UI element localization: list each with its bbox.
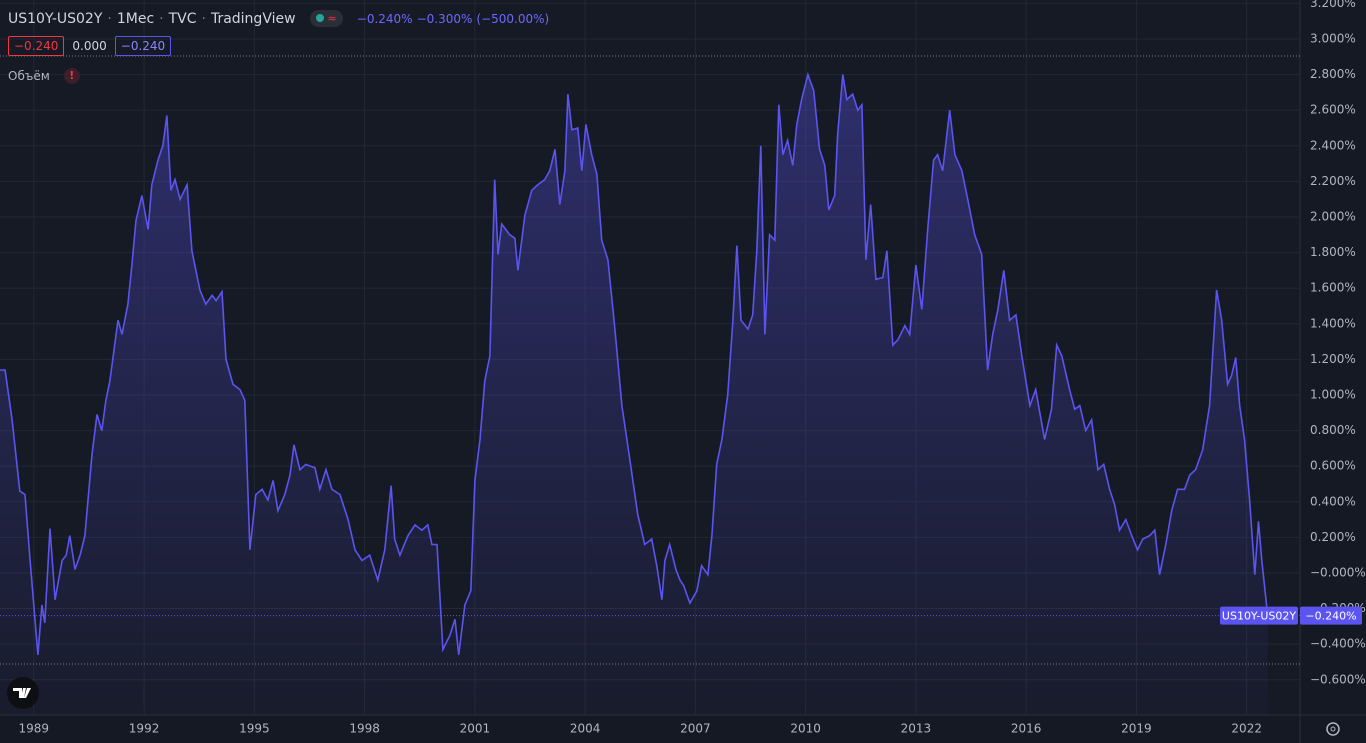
y-tick-label: −0.000% <box>1310 565 1366 579</box>
bid-badge[interactable]: −0.240 <box>8 36 65 56</box>
x-tick-label: 1989 <box>19 722 50 736</box>
y-tick-label: 1.400% <box>1310 316 1356 330</box>
publisher: TradingView <box>210 10 296 27</box>
y-tick-label: 1.600% <box>1310 281 1356 295</box>
x-tick-label: 1998 <box>349 722 380 736</box>
y-tick-label: 2.600% <box>1310 103 1356 117</box>
price-badges: −0.240 0.000 −0.240 <box>8 36 172 56</box>
change-abs: −0.300% <box>416 11 473 26</box>
last-price: −0.240% <box>1305 610 1356 623</box>
y-tick-label: 1.000% <box>1310 387 1356 401</box>
ask-badge[interactable]: −0.240 <box>114 36 172 56</box>
y-tick-label: 1.800% <box>1310 245 1356 259</box>
x-tick-label: 2004 <box>570 722 601 736</box>
last-price-badge <box>1300 606 1362 625</box>
volume-legend: Объём ! <box>8 68 80 84</box>
x-tick-label: 1992 <box>129 722 160 736</box>
series-name: US10Y-US02Y <box>1222 610 1296 623</box>
line <box>0 71 1269 655</box>
x-tick-label: 2010 <box>790 722 821 736</box>
x-tick-label: 1995 <box>239 722 270 736</box>
area-fill <box>0 74 1268 716</box>
y-tick-label: 3.000% <box>1310 31 1356 45</box>
logo <box>7 677 39 709</box>
x-tick-label: 2019 <box>1121 722 1152 736</box>
source: TVC <box>168 10 197 27</box>
legend-header: US10Y-US02Y · 1Мес · TVC · TradingView ≈ −0… <box>8 10 550 27</box>
spread-badge: 0.000 <box>72 39 107 53</box>
y-tick-label: 1.200% <box>1310 352 1356 366</box>
symbol[interactable]: US10Y-US02Y <box>8 10 103 27</box>
x-tick-label: 2022 <box>1231 722 1262 736</box>
y-tick-label: 0.200% <box>1310 530 1356 544</box>
settings-icon[interactable] <box>1326 722 1340 736</box>
series-name-badge <box>1220 606 1298 625</box>
y-tick-label: −0.600% <box>1310 672 1366 686</box>
change: −0.240% <box>356 11 413 26</box>
y-tick-label: 2.400% <box>1310 138 1356 152</box>
y-tick-label: 0.600% <box>1310 459 1356 473</box>
interval[interactable]: 1Мес <box>116 10 155 27</box>
x-tick-label: 2007 <box>680 722 711 736</box>
y-tick-label: 0.800% <box>1310 423 1356 437</box>
status-pill[interactable]: ≈ <box>309 10 343 27</box>
y-tick-label: 2.200% <box>1310 174 1356 188</box>
y-tick-label: 3.200% <box>1310 0 1356 10</box>
y-tick-label: 2.800% <box>1310 67 1356 81</box>
x-tick-label: 2013 <box>901 722 932 736</box>
x-tick-label: 2001 <box>460 722 491 736</box>
y-tick-label: 2.000% <box>1310 209 1356 223</box>
y-tick-label: 0.400% <box>1310 494 1356 508</box>
y-tick-label: −0.400% <box>1310 637 1366 651</box>
volume-label: Объём <box>8 69 50 83</box>
x-tick-label: 2016 <box>1011 722 1042 736</box>
volume-alert[interactable]: ! <box>63 68 80 84</box>
change-pct: (−500.00%) <box>476 11 550 26</box>
